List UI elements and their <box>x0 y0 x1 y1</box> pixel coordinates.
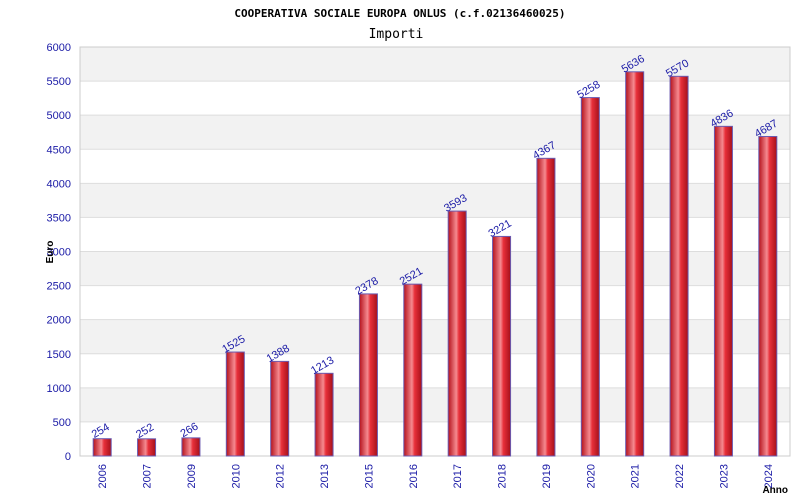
x-tick-label: 2012 <box>275 464 287 488</box>
x-tick-label: 2010 <box>230 464 242 488</box>
x-tick-label: 2018 <box>497 464 509 488</box>
bar <box>580 97 600 457</box>
x-tick-label: 2022 <box>674 464 686 488</box>
y-axis: 0 500 1000 1500 2000 2500 3000 3500 4000 4500 5000… <box>47 42 71 463</box>
bar <box>92 438 112 457</box>
bar <box>758 136 778 457</box>
y-tick-label: 0 <box>65 451 71 463</box>
y-tick-label: 4000 <box>47 178 71 190</box>
plot-border <box>79 46 791 457</box>
x-tick-label: 2024 <box>763 464 775 488</box>
bar <box>447 210 467 457</box>
bar <box>181 437 201 457</box>
bar <box>403 283 423 457</box>
x-tick-label: 2015 <box>363 464 375 488</box>
bar <box>492 235 512 457</box>
x-tick-label: 2006 <box>97 464 109 488</box>
grid-band <box>80 47 790 82</box>
x-tick-label: 2020 <box>585 464 597 488</box>
x-tick-label: 2023 <box>718 464 730 488</box>
bar <box>669 75 689 457</box>
y-tick-label: 5500 <box>47 76 71 88</box>
y-tick-label: 5000 <box>47 110 71 122</box>
bar <box>536 157 556 457</box>
x-tick-label: 2016 <box>408 464 420 488</box>
x-axis: 2006 2007 2009 2010 2012 2013 2015 2016 2017 2018… <box>97 464 775 488</box>
bar <box>137 438 157 457</box>
x-tick-label: 2019 <box>541 464 553 488</box>
x-tick-label: 2009 <box>186 464 198 488</box>
y-tick-label: 3000 <box>47 247 71 259</box>
x-tick-label: 2007 <box>142 464 154 488</box>
x-tick-label: 2021 <box>630 464 642 488</box>
y-axis-label: Euro <box>45 241 56 264</box>
y-tick-label: 1500 <box>47 349 71 361</box>
y-tick-label: 500 <box>53 417 71 429</box>
bar <box>625 71 645 457</box>
y-tick-label: 6000 <box>47 42 71 54</box>
y-tick-label: 2000 <box>47 315 71 327</box>
y-tick-label: 3500 <box>47 212 71 224</box>
x-tick-label: 2013 <box>319 464 331 488</box>
bar <box>314 372 334 457</box>
bar <box>358 293 378 457</box>
chart-title: COOPERATIVA SOCIALE EUROPA ONLUS (c.f.02… <box>234 7 565 20</box>
x-tick-label: 2017 <box>452 464 464 488</box>
x-axis-label: Anno <box>762 485 788 496</box>
y-tick-label: 4500 <box>47 144 71 156</box>
bars <box>92 71 778 457</box>
chart-subtitle: Importi <box>369 27 424 42</box>
bar <box>225 351 245 457</box>
y-tick-label: 2500 <box>47 281 71 293</box>
y-tick-label: 1000 <box>47 383 71 395</box>
bar <box>713 125 733 457</box>
bar <box>270 360 290 457</box>
